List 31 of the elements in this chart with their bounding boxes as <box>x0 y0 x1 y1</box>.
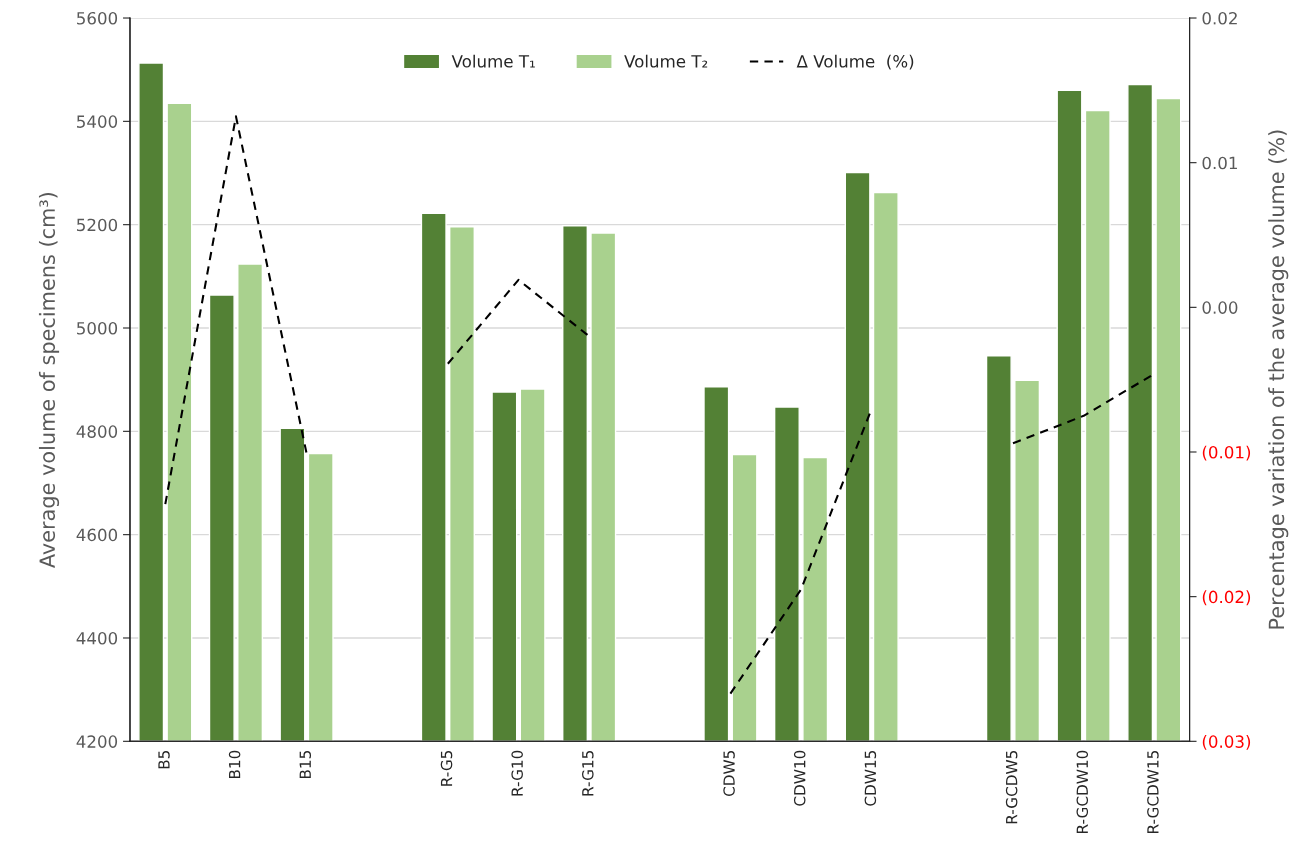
x-tick-label: R-G15 <box>582 750 594 796</box>
x-tick-label: R-GCDW5 <box>1005 750 1018 824</box>
y-tick-label: 4400 <box>76 631 118 645</box>
legend-label: Volume T₂ <box>624 54 708 68</box>
y2-tick-label: (0.02) <box>1202 590 1251 606</box>
y-axis-title: Average volume of specimens (cm³) <box>38 192 60 568</box>
x-tick-label: CDW15 <box>864 750 877 806</box>
x-tick-label: R-G5 <box>440 750 453 786</box>
y-tick-label: 4600 <box>76 528 118 542</box>
y-tick-label: 4800 <box>76 425 118 438</box>
x-tick-label: CDW10 <box>793 750 806 806</box>
y2-tick-label: 0.02 <box>1202 11 1237 25</box>
y2-tick-label: (0.01) <box>1202 445 1251 461</box>
y2-tick-label: 0.01 <box>1202 156 1237 170</box>
x-tick-label: CDW5 <box>723 750 735 797</box>
x-tick-label: B5 <box>158 750 170 769</box>
x-tick-label: R-G10 <box>511 750 523 796</box>
legend-label: Volume T₁ <box>451 54 535 68</box>
y-tick-label: 5600 <box>77 11 118 25</box>
y2-tick-label: (0.03) <box>1202 735 1251 750</box>
y-tick-label: 4200 <box>76 735 118 748</box>
legend-label: Δ Volume (%) <box>796 54 914 70</box>
x-tick-label: B10 <box>228 750 241 779</box>
y-tick-label: 5200 <box>77 218 118 232</box>
x-tick-label: R-GCDW15 <box>1147 750 1159 834</box>
x-tick-label: B15 <box>299 750 312 779</box>
y-tick-label: 5400 <box>77 115 118 128</box>
y-tick-label: 5000 <box>77 321 118 335</box>
y2-tick-label: 0.00 <box>1202 301 1238 314</box>
y2-axis-title: Percentage variation of the average volume (%) <box>1268 130 1289 629</box>
x-tick-label: R-GCDW10 <box>1076 750 1089 834</box>
